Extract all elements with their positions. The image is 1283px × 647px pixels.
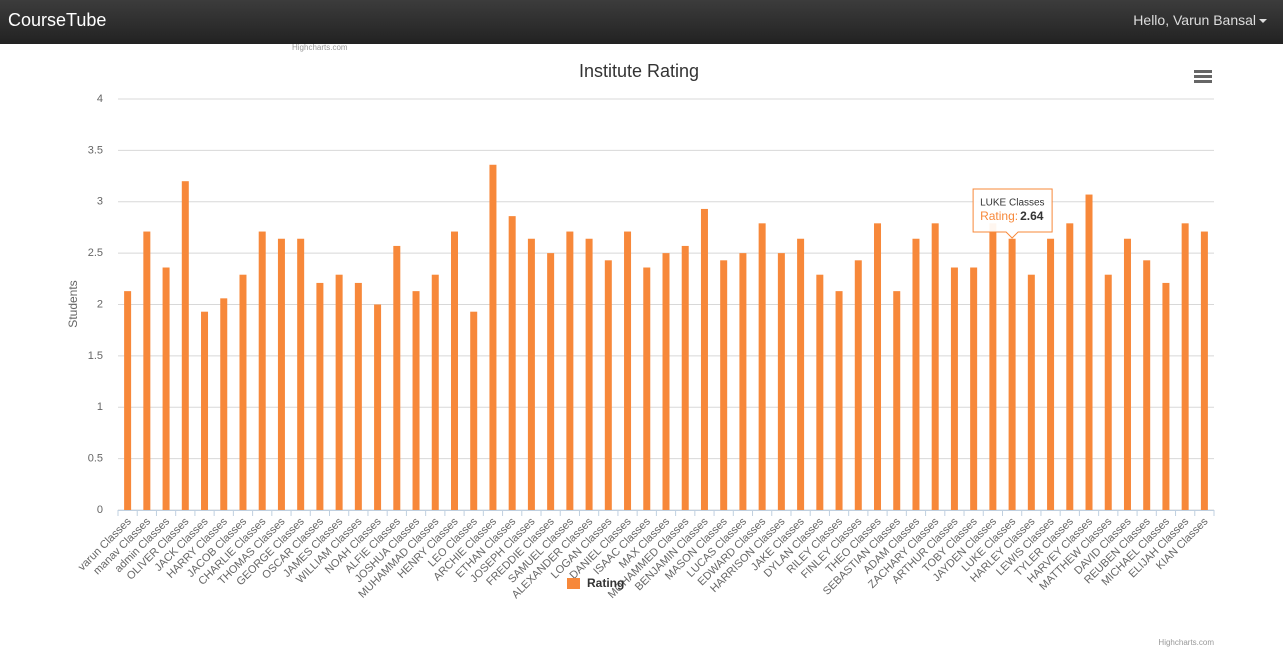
bar: [470, 311, 478, 510]
bar: [162, 267, 170, 510]
bar: [816, 274, 824, 510]
bar: [912, 238, 920, 511]
y-axis-label: Students: [66, 280, 80, 327]
bar: [1008, 238, 1016, 511]
bar: [316, 282, 324, 510]
y-tick-label: 2.5: [88, 247, 103, 259]
bar: [1123, 238, 1131, 511]
bar: [566, 231, 574, 511]
bar: [431, 274, 439, 510]
bar: [181, 181, 189, 510]
bar: [720, 260, 728, 510]
bar: [527, 238, 535, 511]
credits[interactable]: Highcharts.com: [292, 44, 348, 52]
tooltip-title: LUKE Classes: [980, 198, 1044, 209]
bar: [374, 304, 382, 510]
y-tick-label: 4: [97, 93, 103, 105]
bar: [1200, 231, 1208, 511]
menu-bar: [1194, 75, 1212, 78]
bar: [239, 274, 247, 510]
tooltip-box: [972, 188, 1053, 239]
bar: [489, 164, 497, 510]
y-tick-label: 3: [97, 196, 103, 208]
y-tick-label: 0: [97, 504, 103, 516]
bar: [1066, 223, 1074, 510]
bar: [681, 245, 689, 510]
tooltip-label: Rating:: [980, 209, 1018, 223]
tooltip-line: Rating: 2.64: [980, 209, 1044, 223]
bar: [777, 253, 785, 510]
legend-label: Rating: [587, 576, 624, 590]
bar: [412, 291, 420, 510]
bar: [450, 231, 458, 511]
bar: [508, 216, 516, 510]
menu-bar: [1194, 70, 1212, 73]
bar: [970, 267, 978, 510]
chart-title: Institute Rating: [579, 61, 699, 81]
bar: [874, 223, 882, 510]
bar: [854, 260, 862, 510]
bar: [758, 223, 766, 510]
legend-swatch: [567, 578, 580, 589]
bar: [1104, 274, 1112, 510]
y-tick-label: 2: [97, 298, 103, 310]
bar: [662, 253, 670, 510]
bar: [1047, 238, 1055, 511]
y-tick-label: 0.5: [88, 453, 103, 465]
bar: [700, 208, 708, 510]
bar: [201, 311, 209, 510]
bar: [124, 291, 132, 510]
bar: [739, 253, 747, 510]
chart: Highcharts.com Institute Rating Students…: [66, 44, 1215, 647]
bar: [585, 238, 593, 511]
menu-button[interactable]: [1194, 70, 1212, 83]
bar: [335, 274, 343, 510]
brand[interactable]: CourseTube: [8, 10, 107, 30]
bar: [989, 223, 997, 510]
bar: [1181, 223, 1189, 510]
bar: [797, 238, 805, 511]
bar: [1027, 274, 1035, 510]
bar: [547, 253, 555, 510]
bar: [1143, 260, 1151, 510]
bar: [893, 291, 901, 510]
bar: [643, 267, 651, 510]
bar: [393, 245, 401, 510]
bar: [835, 291, 843, 510]
bar: [258, 231, 266, 511]
bar: [1085, 194, 1093, 510]
bar: [277, 238, 285, 511]
credits[interactable]: Highcharts.com: [1158, 638, 1214, 647]
tooltip-value: 2.64: [1020, 209, 1044, 223]
y-tick-label: 1: [97, 401, 103, 413]
bar: [354, 282, 362, 510]
bar: [297, 238, 305, 511]
navbar: CourseTube Hello, Varun Bansal: [0, 0, 1283, 44]
user-menu[interactable]: Hello, Varun Bansal: [1133, 12, 1267, 28]
menu-bar: [1194, 80, 1212, 83]
bar: [143, 231, 151, 511]
bar: [950, 267, 958, 510]
bar: [624, 231, 632, 511]
bar: [931, 223, 939, 510]
bar: [220, 298, 228, 510]
y-tick-label: 1.5: [88, 350, 103, 362]
bar: [604, 260, 612, 510]
y-tick-label: 3.5: [88, 144, 103, 156]
bar: [1162, 282, 1170, 510]
